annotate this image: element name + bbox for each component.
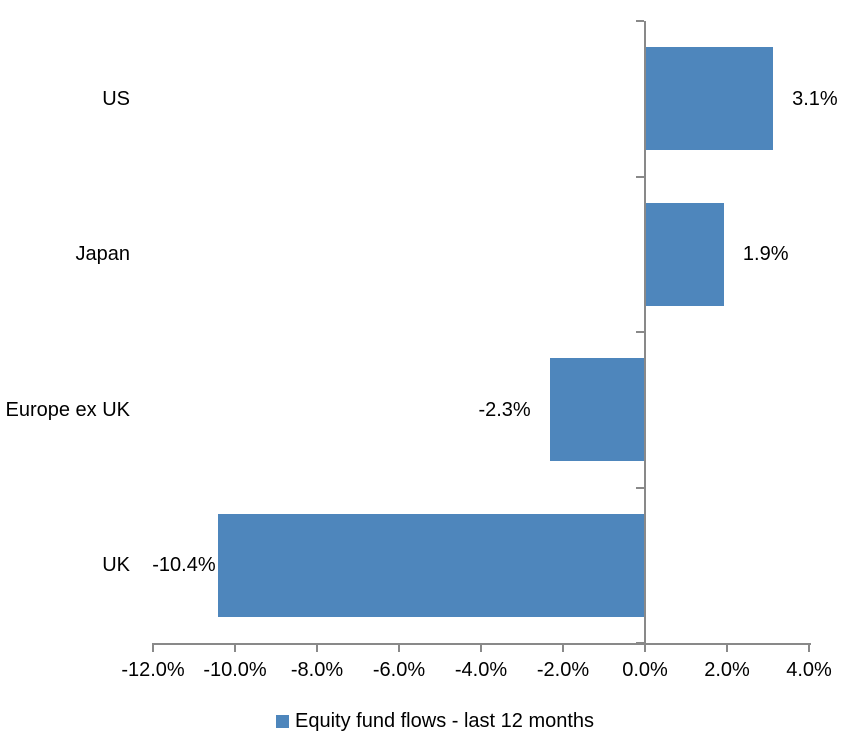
x-tick-2.0% (726, 643, 728, 652)
data-label-europe-ex-uk: -2.3% (478, 398, 531, 421)
x-tick--12.0% (152, 643, 154, 652)
zero-axis-line (644, 21, 646, 645)
category-label-uk: UK (102, 554, 130, 577)
x-tick--4.0% (480, 643, 482, 652)
x-tick-label--4.0%: -4.0% (454, 659, 508, 681)
bar-japan (646, 202, 724, 306)
category-label-us: US (102, 87, 130, 110)
x-tick-label-2.0%: 2.0% (704, 659, 750, 681)
x-tick-label--10.0%: -10.0% (203, 659, 267, 681)
x-tick-label--2.0%: -2.0% (536, 659, 590, 681)
x-tick-label-4.0%: 4.0% (786, 659, 832, 681)
data-label-japan: 1.9% (742, 243, 789, 266)
bar-europe-ex-uk (549, 358, 644, 462)
category-boundary-tick (636, 20, 644, 22)
legend-label: Equity fund flows - last 12 months (295, 710, 595, 732)
x-tick--8.0% (316, 643, 318, 652)
data-label-us: 3.1% (792, 87, 838, 110)
category-boundary-tick (636, 175, 644, 178)
bar-uk (217, 513, 644, 617)
category-label-japan: Japan (75, 243, 131, 266)
category-boundary-tick (636, 331, 644, 333)
data-label-uk: -10.4% (152, 554, 216, 577)
x-tick-label--12.0%: -12.0% (121, 659, 185, 681)
x-tick-label--8.0%: -8.0% (290, 659, 344, 681)
legend: Equity fund flows - last 12 months (276, 708, 594, 734)
x-tick-0.0% (644, 643, 646, 652)
x-tick-label--6.0%: -6.0% (372, 659, 426, 681)
category-boundary-tick (636, 486, 644, 489)
legend-swatch (276, 714, 289, 728)
x-tick--2.0% (562, 643, 564, 652)
x-tick--10.0% (234, 643, 236, 652)
category-label-europe-ex-uk: Europe ex UK (5, 398, 130, 421)
bar-us (646, 47, 774, 151)
x-tick--6.0% (398, 643, 400, 652)
x-axis-line (153, 643, 811, 645)
x-tick-label-0.0%: 0.0% (622, 659, 668, 681)
x-tick-4.0% (808, 643, 810, 652)
